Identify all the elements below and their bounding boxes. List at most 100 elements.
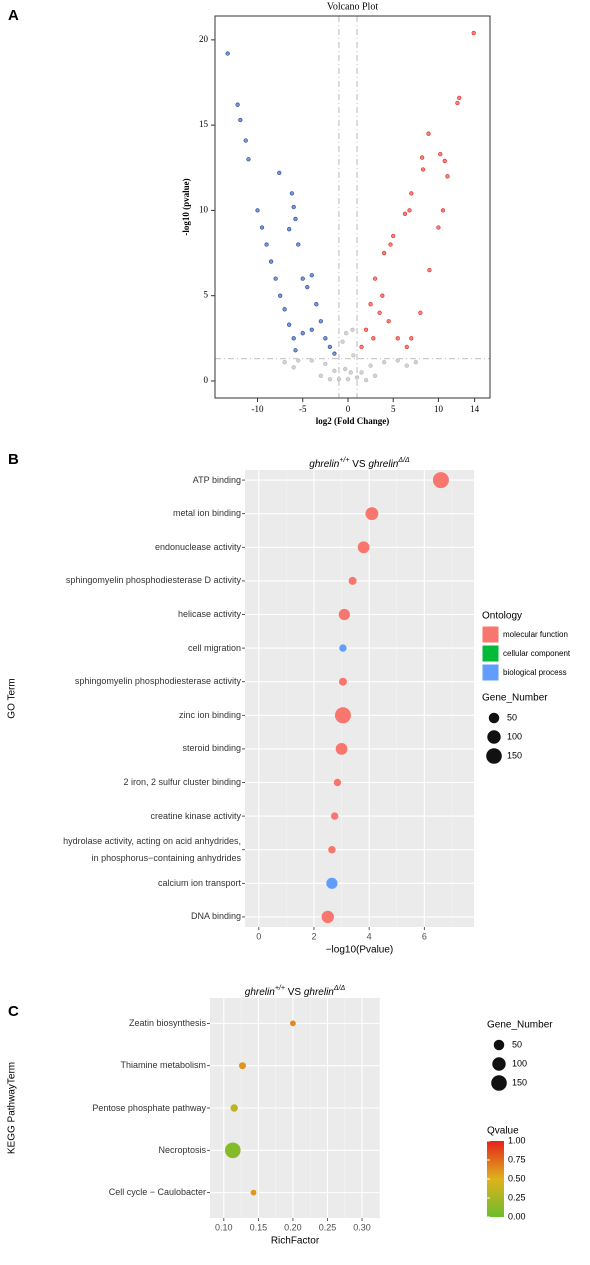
point <box>404 344 409 349</box>
x-axis-label: log2 (Fold Change) <box>316 416 390 426</box>
y-tick-label-box: endonuclease activity <box>155 542 241 552</box>
point <box>368 302 373 307</box>
y-tick-label: Cell cycle − Caulobacter <box>108 1187 206 1198</box>
size-legend-title: Gene_Number <box>482 693 548 704</box>
y-tick-label: 2 iron, 2 sulfur cluster binding <box>123 777 241 787</box>
point <box>440 208 446 213</box>
point <box>368 363 373 368</box>
point <box>455 100 460 106</box>
x-axis-label: −log10(Pvalue) <box>326 945 394 956</box>
point <box>442 158 447 164</box>
panel-label: B <box>8 451 19 468</box>
y-axis-label: KEGG PathwayTerm <box>7 1062 18 1154</box>
point <box>363 327 369 332</box>
point <box>300 331 305 336</box>
legend-label: biological process <box>503 668 567 677</box>
point <box>388 242 393 247</box>
size-legend-key <box>493 1039 505 1051</box>
color-legend-title: Qvalue <box>487 1126 519 1137</box>
legend-key <box>481 644 500 663</box>
point <box>363 377 369 383</box>
x-tick-label: 6 <box>422 931 427 941</box>
bubble <box>335 743 348 755</box>
y-tick-label: Thiamine metabolism <box>120 1060 206 1071</box>
colorbar-label: 0.25 <box>508 1192 526 1202</box>
y-tick-label-box: Zeatin biosynthesis <box>128 1017 206 1028</box>
title-part: ghrelin <box>245 987 275 998</box>
point <box>291 336 296 341</box>
point <box>386 319 391 324</box>
point <box>382 360 387 365</box>
point <box>359 370 364 375</box>
point <box>305 285 310 290</box>
y-tick-label-box: Pentose phosphate pathway <box>92 1103 206 1113</box>
point <box>436 225 441 230</box>
size-legend-key <box>491 1075 507 1091</box>
bubble <box>290 1020 296 1027</box>
plot-background <box>245 470 474 927</box>
point <box>351 353 356 358</box>
bubble <box>357 541 370 554</box>
y-tick-label: hydrolase activity, acting on acid anhyd… <box>63 835 241 863</box>
x-axis-label: RichFactor <box>271 1236 320 1247</box>
title-part: ghrelin <box>309 459 339 470</box>
colorbar-label: 0.50 <box>508 1173 526 1183</box>
y-tick-label: calcium ion transport <box>157 877 241 888</box>
y-tick-label: ATP binding <box>192 474 241 485</box>
colorbar-label: 1.00 <box>508 1135 526 1145</box>
x-tick-label: 4 <box>367 931 372 941</box>
y-tick-label-box: Thiamine metabolism <box>120 1060 206 1071</box>
size-legend-label: 50 <box>512 1039 522 1049</box>
point <box>427 267 432 273</box>
size-legend-key <box>492 1057 506 1071</box>
point <box>318 373 323 378</box>
size-legend-key <box>486 748 502 764</box>
point <box>327 377 333 382</box>
point <box>471 30 476 36</box>
point <box>354 375 360 380</box>
point <box>225 51 230 56</box>
size-legend-label: 100 <box>507 731 522 741</box>
y-tick-label-box: hydrolase activity, acting on acid anhyd… <box>63 835 241 863</box>
y-tick-label: 0 <box>204 375 209 385</box>
size-legend-key <box>487 730 501 744</box>
bubble <box>238 1062 246 1070</box>
y-tick-label: DNA binding <box>190 911 241 922</box>
bubble <box>333 778 342 787</box>
point <box>238 117 243 123</box>
point <box>372 276 378 281</box>
x-tick-label: 14 <box>470 404 480 414</box>
point <box>293 348 298 353</box>
point <box>300 276 305 281</box>
legend-key <box>481 663 500 682</box>
y-tick-label: creatine kinase activity <box>150 810 241 821</box>
bubble <box>321 910 334 924</box>
point <box>409 191 414 196</box>
y-tick-label-box: calcium ion transport <box>157 877 241 888</box>
bubble <box>230 1104 238 1112</box>
legend-key <box>481 625 500 644</box>
colorbar-label: 0.00 <box>508 1211 526 1221</box>
bubble <box>326 877 338 889</box>
point <box>409 336 414 341</box>
title-part: +/+ <box>275 985 285 992</box>
y-tick-label-box: Necroptosis <box>158 1145 206 1155</box>
panel-label: A <box>8 7 19 24</box>
point <box>282 360 287 365</box>
bubble <box>328 846 336 854</box>
size-legend-label: 150 <box>507 750 522 760</box>
plot-frame <box>214 15 491 399</box>
x-tick-label: 0 <box>346 404 351 414</box>
y-tick-label-box: cell migration <box>188 643 241 653</box>
y-tick-label: steroid binding <box>182 743 241 754</box>
point <box>348 370 353 375</box>
y-tick-label: 15 <box>199 119 209 129</box>
y-tick-label-box: creatine kinase activity <box>150 810 241 821</box>
bubble <box>330 812 339 820</box>
bubble <box>339 644 347 652</box>
y-tick-label: metal ion binding <box>172 508 241 519</box>
y-tick-label: Zeatin biosynthesis <box>128 1017 206 1028</box>
point <box>332 351 337 356</box>
colorbar-label: 0.75 <box>508 1154 526 1164</box>
point <box>309 273 314 278</box>
